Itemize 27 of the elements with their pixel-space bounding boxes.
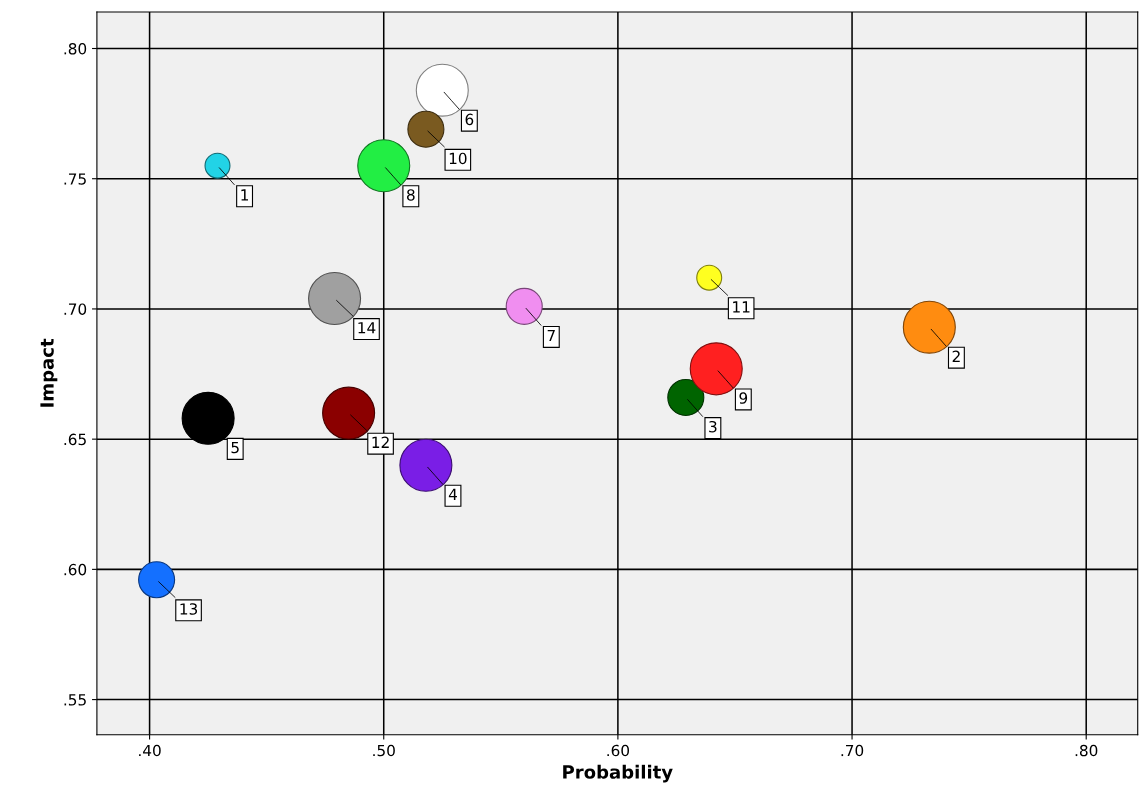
annotation: 13 <box>180 603 198 615</box>
annotation: 1 <box>241 189 249 201</box>
x-axis-title: Probability <box>563 764 673 783</box>
y-tick-label: .65 <box>64 433 86 446</box>
annotation: 2 <box>952 350 960 362</box>
x-tick-label: .70 <box>841 744 864 757</box>
annotation: 11 <box>733 301 750 313</box>
annotation: 10 <box>449 152 467 165</box>
annotation: 6 <box>465 113 474 126</box>
annotation: 12 <box>372 436 389 448</box>
x-tick-label: .60 <box>607 744 630 757</box>
y-axis-title: Impact <box>40 338 58 407</box>
y-tick-label: .70 <box>64 303 87 315</box>
x-tick-label: .50 <box>373 744 395 757</box>
y-tick-label: .55 <box>64 694 86 706</box>
annotation: 3 <box>709 420 717 433</box>
x-tick-label: .80 <box>1075 744 1098 757</box>
annotation: 8 <box>407 189 415 201</box>
y-tick-label: .80 <box>64 42 87 55</box>
annotation: 7 <box>547 329 555 342</box>
y-tick-label: .60 <box>64 563 87 576</box>
annotation: 9 <box>739 392 748 404</box>
annotation: 5 <box>231 441 239 454</box>
annotation: 14 <box>358 322 376 334</box>
y-tick-label: .75 <box>64 173 86 185</box>
annotation: 4 <box>448 488 457 500</box>
x-tick-label: .40 <box>139 744 161 757</box>
